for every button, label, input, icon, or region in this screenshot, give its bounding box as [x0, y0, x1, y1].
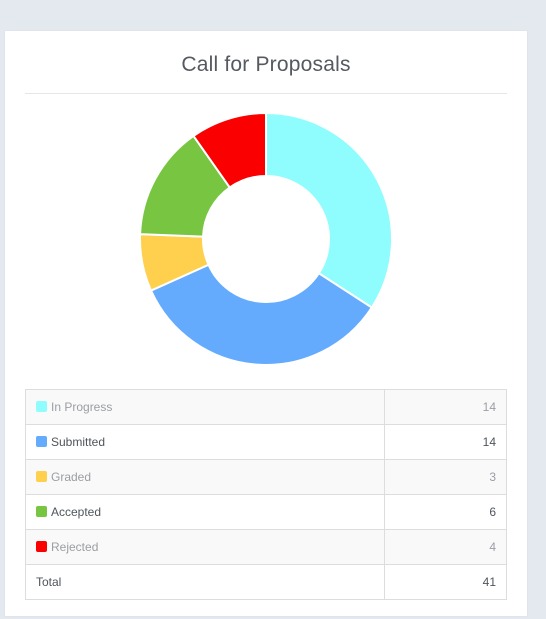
legend-label-cell: Submitted — [25, 424, 385, 460]
legend-table: In Progress 14 Submitted 14 Graded 3 Acc… — [25, 389, 507, 600]
legend-value: 6 — [384, 494, 507, 530]
color-swatch-icon — [36, 541, 47, 552]
legend-label-cell: Accepted — [25, 494, 385, 530]
color-swatch-icon — [36, 436, 47, 447]
legend-row-in-progress: In Progress 14 — [25, 389, 507, 425]
card-title: Call for Proposals — [25, 53, 507, 94]
legend-value: 14 — [384, 389, 507, 425]
proposals-card: Call for Proposals In Progress 14 Submit… — [5, 31, 527, 616]
legend-value: 4 — [384, 529, 507, 565]
legend-label: In Progress — [51, 400, 113, 414]
donut-slice-submitted[interactable] — [149, 263, 374, 366]
legend-label: Graded — [51, 470, 92, 484]
legend-label: Submitted — [51, 435, 106, 449]
legend-label-cell: Rejected — [25, 529, 385, 565]
color-swatch-icon — [36, 506, 47, 517]
legend-label: Accepted — [51, 505, 102, 519]
legend-row-rejected: Rejected 4 — [25, 529, 507, 565]
legend-row-submitted: Submitted 14 — [25, 424, 507, 460]
legend-row-accepted: Accepted 6 — [25, 494, 507, 530]
legend-value: 14 — [384, 424, 507, 460]
legend-row-graded: Graded 3 — [25, 459, 507, 495]
donut-chart — [5, 103, 527, 373]
color-swatch-icon — [36, 471, 47, 482]
donut-slice-in-progress[interactable] — [265, 111, 393, 309]
total-value: 41 — [384, 564, 507, 600]
legend-label-cell: In Progress — [25, 389, 385, 425]
donut-slice-rejected[interactable] — [192, 111, 267, 189]
donut-chart-svg — [139, 111, 393, 366]
total-label: Total — [25, 564, 385, 600]
legend-value: 3 — [384, 459, 507, 495]
legend-label-cell: Graded — [25, 459, 385, 495]
legend-row-total: Total 41 — [25, 564, 507, 600]
legend-label: Rejected — [51, 540, 99, 554]
color-swatch-icon — [36, 401, 47, 412]
